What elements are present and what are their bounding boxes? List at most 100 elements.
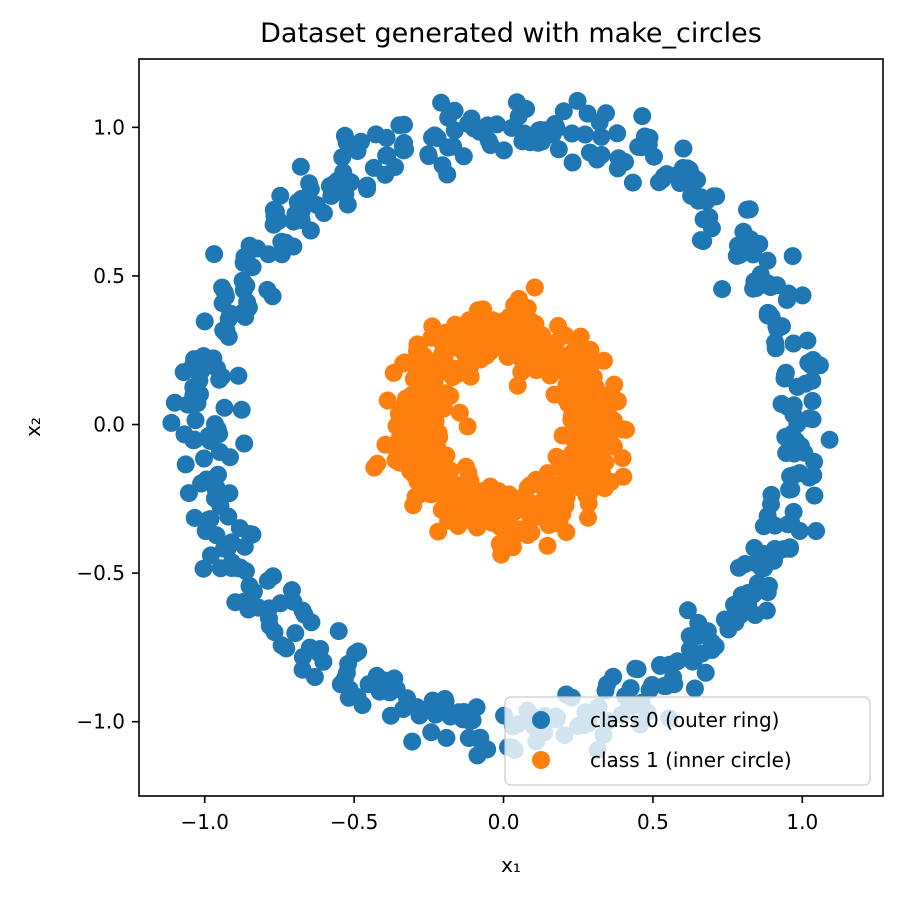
data-point <box>557 523 576 542</box>
data-point <box>195 449 213 468</box>
data-point <box>545 385 564 404</box>
data-point <box>588 150 607 169</box>
data-point <box>286 624 305 643</box>
data-point <box>691 231 710 250</box>
data-point <box>655 677 674 695</box>
data-point <box>259 245 278 264</box>
data-point <box>336 184 355 203</box>
data-point <box>349 642 368 661</box>
data-point <box>450 403 469 422</box>
x-axis-label: x₁ <box>501 853 521 877</box>
data-point <box>783 424 802 443</box>
x-tick-label: 0.0 <box>488 810 520 834</box>
data-point <box>244 582 263 601</box>
data-point <box>458 417 477 436</box>
data-point <box>592 127 611 146</box>
data-point <box>633 107 652 126</box>
data-point <box>772 394 791 413</box>
data-point <box>608 159 627 178</box>
data-point <box>271 186 290 205</box>
data-point <box>682 186 701 205</box>
data-point <box>377 128 396 147</box>
data-point <box>407 698 426 717</box>
data-point <box>540 342 559 361</box>
data-point <box>175 425 194 444</box>
data-point <box>364 158 383 177</box>
data-point <box>438 165 457 184</box>
data-point <box>186 411 205 430</box>
data-point <box>395 395 414 414</box>
data-point <box>471 350 490 369</box>
legend-marker-class-1 <box>532 751 550 769</box>
data-point <box>209 488 228 507</box>
data-point <box>588 415 607 434</box>
data-point <box>407 382 426 401</box>
data-point <box>434 399 453 418</box>
points-layer <box>162 91 839 765</box>
data-point <box>210 370 229 389</box>
data-point <box>207 526 226 545</box>
data-point <box>783 247 802 266</box>
data-point <box>762 485 781 504</box>
data-point <box>597 104 615 123</box>
data-point <box>713 280 732 299</box>
data-point <box>758 303 777 322</box>
data-point <box>798 331 817 350</box>
data-point <box>359 675 378 694</box>
data-point <box>563 153 582 172</box>
data-point <box>632 138 651 157</box>
series-0 <box>162 91 839 765</box>
x-tick-label: 1.0 <box>786 810 818 834</box>
data-point <box>396 140 415 159</box>
data-point <box>525 278 544 297</box>
data-point <box>265 623 284 642</box>
data-point <box>820 430 839 449</box>
data-point <box>759 274 777 293</box>
data-point <box>374 671 393 690</box>
data-point <box>760 576 778 595</box>
data-point <box>267 202 285 221</box>
y-tick-label: 1.0 <box>93 115 125 139</box>
data-point <box>433 463 452 482</box>
data-point <box>549 317 568 335</box>
data-point <box>550 458 569 477</box>
data-point <box>486 486 505 505</box>
data-point <box>512 363 531 382</box>
data-point <box>707 187 726 206</box>
data-point <box>210 425 229 443</box>
data-point <box>429 450 448 469</box>
data-point <box>758 251 777 270</box>
data-point <box>696 663 715 682</box>
data-point <box>604 667 623 686</box>
data-point <box>368 454 387 473</box>
data-point <box>674 139 693 158</box>
data-point <box>205 245 224 264</box>
data-point <box>549 140 568 159</box>
data-point <box>478 116 497 135</box>
data-point <box>439 138 458 157</box>
data-point <box>305 668 324 686</box>
data-point <box>291 157 310 176</box>
data-point <box>578 104 597 123</box>
series-1 <box>365 278 635 564</box>
data-point <box>532 475 551 494</box>
data-point <box>554 102 573 121</box>
data-point <box>595 479 614 498</box>
data-point <box>300 174 319 193</box>
data-point <box>793 286 812 305</box>
data-point <box>740 200 759 219</box>
data-point <box>650 173 668 192</box>
data-point <box>314 652 333 671</box>
data-point <box>807 522 826 540</box>
data-point <box>271 594 290 613</box>
data-point <box>623 173 642 192</box>
data-point <box>805 486 824 505</box>
data-point <box>579 508 597 527</box>
data-point <box>537 121 556 140</box>
data-point <box>235 434 254 453</box>
data-point <box>463 711 482 730</box>
legend: class 0 (outer ring) class 1 (inner circ… <box>504 696 871 786</box>
data-point <box>230 519 249 538</box>
data-point <box>437 728 456 747</box>
data-point <box>579 485 598 504</box>
